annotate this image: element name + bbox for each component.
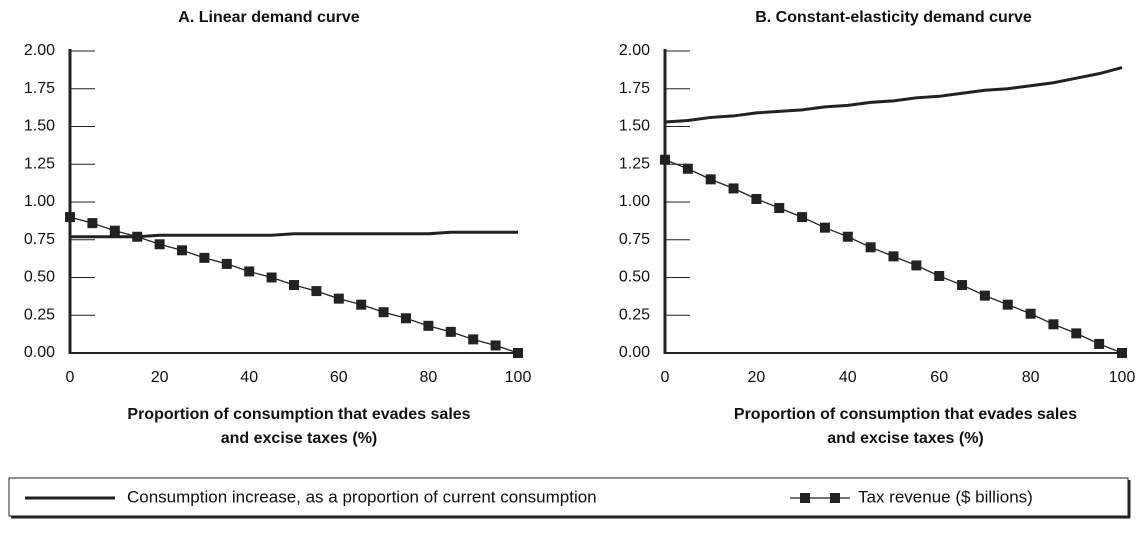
marker: [1002, 299, 1013, 310]
x-tick-label: 40: [839, 369, 857, 386]
marker: [468, 334, 479, 345]
y-tick-label: 0.00: [24, 344, 55, 361]
marker: [1071, 328, 1082, 339]
x-tick-label: 80: [420, 369, 438, 386]
legend-swatch-marker: [830, 493, 840, 503]
legend-label: Tax revenue ($ billions): [858, 487, 1033, 506]
marker: [199, 252, 210, 263]
y-tick-label: 0.75: [24, 231, 55, 248]
marker: [445, 326, 456, 337]
x-axis-label: Proportion of consumption that evades sa…: [734, 406, 1077, 423]
y-tick-label: 0.00: [619, 344, 650, 361]
marker: [244, 266, 255, 277]
marker: [513, 348, 523, 358]
x-axis-label: and excise taxes (%): [221, 430, 378, 447]
marker: [705, 174, 716, 185]
y-tick-label: 1.75: [24, 80, 55, 97]
marker: [490, 340, 501, 351]
x-tick-label: 100: [1109, 369, 1136, 386]
marker: [221, 258, 232, 269]
marker: [378, 307, 389, 318]
marker: [842, 231, 853, 242]
y-tick-label: 0.25: [24, 306, 55, 323]
marker: [819, 222, 830, 233]
x-tick-label: 80: [1022, 369, 1040, 386]
y-tick-label: 1.00: [619, 193, 650, 210]
chart-title: B. Constant-elasticity demand curve: [755, 9, 1032, 26]
y-tick-label: 1.75: [619, 80, 650, 97]
marker: [109, 225, 120, 236]
x-tick-label: 0: [66, 369, 75, 386]
y-tick-label: 1.25: [619, 155, 650, 172]
y-tick-label: 1.50: [619, 118, 650, 135]
marker: [774, 203, 785, 214]
marker: [401, 313, 411, 324]
marker: [132, 231, 143, 242]
y-tick-label: 2.00: [619, 42, 650, 59]
y-tick-label: 0.25: [619, 306, 650, 323]
x-tick-label: 20: [151, 369, 169, 386]
marker: [865, 242, 876, 253]
marker: [423, 320, 434, 331]
marker: [957, 280, 968, 291]
marker: [911, 260, 922, 271]
y-tick-label: 0.50: [619, 269, 650, 286]
marker: [356, 299, 367, 310]
marker: [87, 218, 98, 229]
y-tick-label: 0.50: [24, 269, 55, 286]
marker: [289, 280, 299, 291]
y-tick-label: 0.75: [619, 231, 650, 248]
x-axis-label: and excise taxes (%): [827, 430, 984, 447]
marker: [751, 193, 762, 204]
marker: [797, 212, 808, 223]
marker: [934, 270, 945, 281]
legend-swatch-marker: [800, 493, 810, 503]
y-tick-label: 1.00: [24, 193, 55, 210]
y-tick-label: 1.50: [24, 118, 55, 135]
chart-title: A. Linear demand curve: [178, 9, 359, 26]
marker: [177, 245, 187, 256]
x-axis-label: Proportion of consumption that evades sa…: [127, 406, 470, 423]
marker: [728, 183, 739, 194]
marker: [1048, 319, 1059, 330]
marker: [154, 239, 165, 250]
y-tick-label: 2.00: [24, 42, 55, 59]
x-tick-label: 100: [505, 369, 532, 386]
marker: [65, 212, 75, 223]
marker: [682, 163, 693, 174]
legend-box: [8, 477, 1129, 517]
x-tick-label: 20: [748, 369, 766, 386]
x-tick-label: 60: [930, 369, 948, 386]
marker: [1117, 348, 1127, 358]
y-tick-label: 1.25: [24, 155, 55, 172]
marker: [1025, 308, 1036, 319]
marker: [660, 154, 670, 165]
series-line: [664, 66, 1123, 124]
x-tick-label: 40: [240, 369, 258, 386]
series-line: [70, 230, 518, 239]
legend-label: Consumption increase, as a proportion of…: [127, 487, 597, 506]
x-tick-label: 0: [661, 369, 670, 386]
marker: [333, 293, 344, 304]
marker: [1094, 338, 1105, 349]
x-tick-label: 60: [330, 369, 348, 386]
marker: [311, 286, 322, 297]
marker: [266, 272, 277, 283]
marker: [979, 290, 990, 301]
marker: [888, 251, 899, 262]
